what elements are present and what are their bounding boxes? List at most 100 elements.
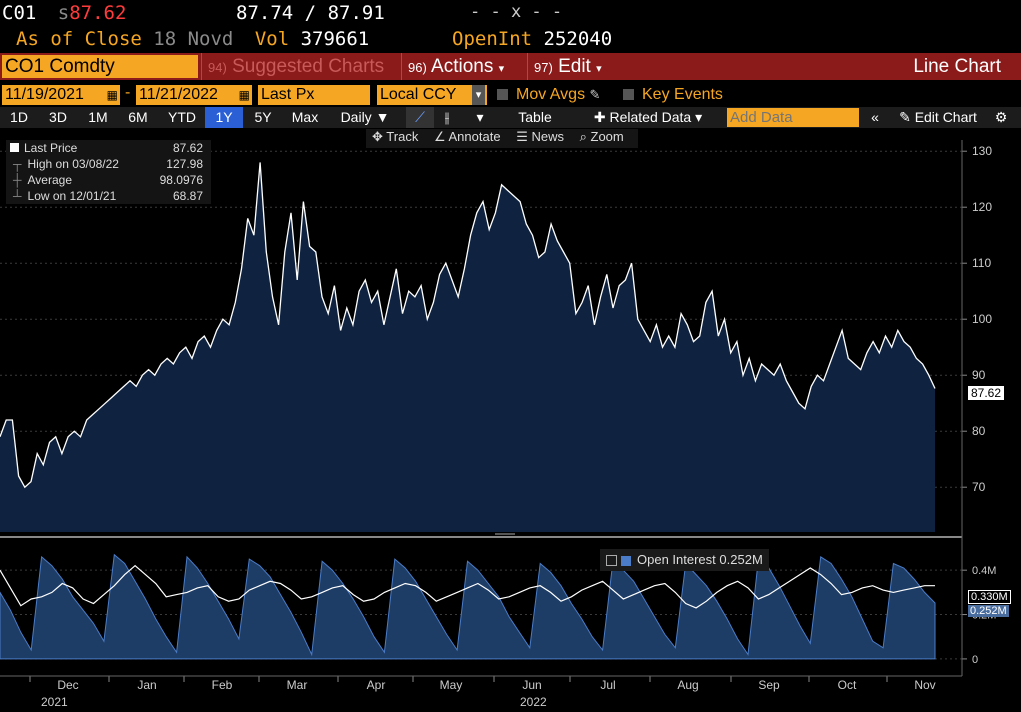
collapse-icon[interactable]: « — [871, 109, 879, 125]
period-1m[interactable]: 1M — [88, 109, 108, 125]
edit-chart-button[interactable]: ✎ Edit Chart — [899, 109, 977, 125]
checkbox-icon — [606, 555, 617, 567]
related-data-menu[interactable]: ✚ Related Data ▾ — [593, 109, 703, 125]
ask: 87.91 — [327, 2, 385, 24]
gear-icon[interactable]: ⚙ — [994, 109, 1008, 125]
as-of-label: As of Close — [16, 28, 142, 50]
price-prefix: s — [57, 2, 70, 24]
y-tick-label: 100 — [972, 312, 992, 326]
key-events-checkbox[interactable] — [623, 89, 634, 100]
line-chart-icon[interactable]: ⟋ — [406, 107, 434, 128]
track-tool[interactable]: ✥ Track — [372, 129, 419, 144]
oi-area — [0, 553, 936, 660]
security-field[interactable]: CO1 Comdty — [2, 55, 198, 78]
oi-legend: Open Interest 0.252M — [600, 549, 769, 571]
x-axis: Dec Jan Feb Mar Apr May Jun Jul Aug Sep Oct Nov — [29, 676, 936, 692]
chevron-down-icon[interactable]: ▾ — [476, 109, 484, 125]
ask-separator: / — [304, 2, 317, 24]
legend-high: ┬ High on 03/08/22 127.98 — [13, 157, 203, 171]
price-line — [0, 162, 936, 489]
suggested-charts-menu[interactable]: 94) Suggested Charts — [201, 53, 401, 80]
x-tick-label: Mar — [287, 678, 308, 692]
date-dash: - — [125, 84, 131, 101]
close-info: As of Close 18 Novd Vol 379661 — [16, 28, 369, 52]
x-tick-label: Apr — [367, 678, 386, 692]
period-ytd[interactable]: YTD — [168, 109, 196, 125]
mov-avgs-label[interactable]: Mov Avgs ✎ — [516, 86, 601, 103]
x-tick-label: Feb — [212, 678, 233, 692]
bid-ask: 87.74 / 87.91 — [236, 2, 385, 24]
add-data-input[interactable] — [727, 108, 859, 127]
y-tick-label: 0.4M — [972, 565, 996, 577]
last-price: 87.62 — [69, 2, 127, 24]
x-tick-label: Aug — [677, 678, 698, 692]
price-legend: Last Price 87.62 ┬ High on 03/08/22 127.98 … — [6, 140, 211, 204]
annotate-tool[interactable]: ∠ Annotate — [433, 129, 501, 144]
swatch-icon — [621, 555, 631, 566]
period-toolbar: 1D 3D 1M 6M YTD 1Y 5Y Max Daily ▼ ⟋ ⫲ ▾ Table ✚… — [0, 107, 1021, 128]
period-6m[interactable]: 6M — [128, 109, 148, 125]
change: - - x - - — [470, 2, 563, 22]
chevron-down-icon: ▾ — [596, 63, 602, 75]
x-tick-label: Oct — [838, 678, 857, 692]
frequency-select[interactable]: Daily ▼ — [340, 109, 390, 125]
vol: 379661 — [300, 28, 370, 50]
pencil-icon: ✎ — [589, 87, 601, 102]
end-date-input[interactable]: 11/21/2022 ▦ — [136, 85, 252, 105]
actions-menu[interactable]: 96) Actions ▾ — [401, 53, 527, 80]
oi-tag: 0.252M — [968, 605, 1009, 617]
mov-avgs-checkbox[interactable] — [497, 89, 508, 100]
x-tick-label: Sep — [758, 678, 780, 692]
news-icon: ☰ — [516, 129, 528, 144]
period-5y[interactable]: 5Y — [254, 109, 272, 125]
settings-row: 11/19/2021 ▦ - 11/21/2022 ▦ Last Px Local … — [0, 84, 1021, 106]
quote-line: C01 s87.62 — [2, 2, 126, 28]
year-2022: 2022 — [520, 695, 547, 709]
x-tick-label: Jun — [522, 678, 541, 692]
oi-ma-tag: 0.330M — [968, 590, 1011, 604]
y-tick-label: 130 — [972, 144, 992, 158]
x-tick-label: Jan — [137, 678, 156, 692]
bar-chart-icon[interactable]: ⫲ — [444, 109, 450, 125]
y-tick-label: 70 — [972, 480, 986, 494]
square-icon — [10, 143, 19, 152]
chevron-down-icon: ▾ — [498, 63, 505, 75]
field-select[interactable]: Last Px — [258, 85, 370, 105]
calendar-icon: ▦ — [106, 88, 118, 102]
as-of-date: 18 Novd — [153, 28, 234, 50]
legend-average: ┼ Average 98.0976 — [13, 173, 203, 187]
period-3d[interactable]: 3D — [49, 109, 67, 125]
news-tool[interactable]: ☰ News — [516, 129, 564, 144]
oi-label: OpenInt — [452, 28, 533, 50]
zoom-icon: ⌕ — [579, 129, 587, 144]
oi-value: 252040 — [543, 28, 613, 50]
oi-ma-line — [0, 564, 935, 609]
calendar-icon: ▦ — [238, 88, 250, 102]
year-2021: 2021 — [41, 695, 68, 709]
table-button[interactable]: Table — [518, 109, 552, 125]
x-tick-label: Jul — [600, 678, 615, 692]
key-events-label[interactable]: Key Events — [642, 86, 723, 103]
price-area — [0, 162, 935, 532]
zoom-tool[interactable]: ⌕ Zoom — [579, 129, 624, 144]
currency-select[interactable]: Local CCY ▾ — [377, 85, 487, 105]
chart-type-label[interactable]: Line Chart — [913, 56, 1001, 77]
start-date-input[interactable]: 11/19/2021 ▦ — [2, 85, 120, 105]
y-tick-label: 80 — [972, 424, 986, 438]
period-1y[interactable]: 1Y — [205, 107, 243, 128]
last-price-tag: 87.62 — [968, 386, 1005, 400]
avg-marker-icon: ┼ — [13, 173, 22, 187]
chart-tools: ✥ Track ∠ Annotate ☰ News ⌕ Zoom — [366, 129, 638, 148]
y-tick-label: 110 — [972, 256, 991, 270]
low-marker-icon: ┴ — [13, 189, 22, 203]
period-max[interactable]: Max — [291, 109, 319, 125]
crosshair-icon: ✥ — [372, 129, 383, 144]
period-1d[interactable]: 1D — [10, 109, 28, 125]
vol-label: Vol — [254, 28, 290, 50]
bid: 87.74 — [236, 2, 294, 24]
open-interest-info: OpenInt 252040 — [452, 28, 612, 50]
x-tick-label: Nov — [914, 678, 935, 692]
edit-menu[interactable]: 97) Edit ▾ — [527, 53, 621, 80]
legend-last: Last Price 87.62 — [6, 140, 211, 156]
